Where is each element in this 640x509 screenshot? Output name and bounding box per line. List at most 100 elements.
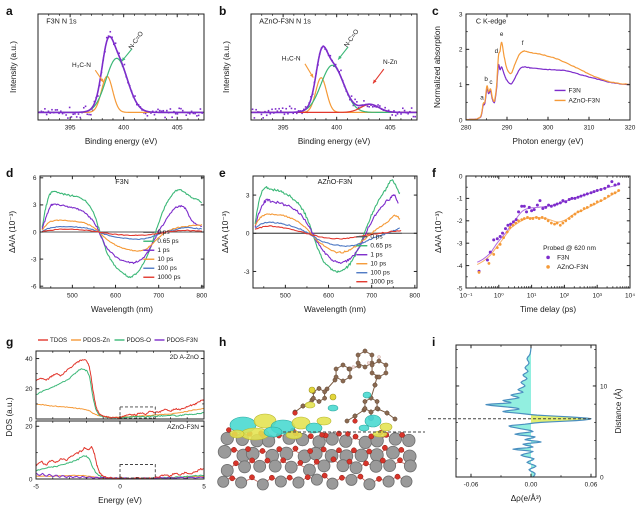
svg-text:AZnO-F3N: AZnO-F3N — [318, 177, 353, 186]
svg-text:Binding energy (eV): Binding energy (eV) — [85, 137, 158, 146]
svg-text:10: 10 — [600, 383, 608, 390]
panel-h-structure — [217, 348, 425, 491]
svg-text:Energy (eV): Energy (eV) — [98, 496, 142, 505]
svg-text:10³: 10³ — [592, 293, 602, 300]
panel-label-f: f — [432, 166, 436, 180]
svg-text:-2: -2 — [457, 218, 463, 225]
svg-text:AZnO-F3N: AZnO-F3N — [167, 424, 199, 431]
svg-text:0.00: 0.00 — [525, 482, 538, 489]
panel-a: a 395 400 405 Binding energy (eV) Intensity (… — [2, 2, 212, 162]
svg-text:-1: -1 — [457, 196, 463, 203]
svg-text:3: 3 — [459, 11, 463, 18]
svg-text:Intensity (a.u.): Intensity (a.u.) — [9, 41, 18, 93]
svg-text:800: 800 — [409, 293, 420, 300]
panel-label-g: g — [6, 335, 14, 349]
svg-text:100 ps: 100 ps — [157, 265, 177, 272]
svg-text:290: 290 — [502, 125, 513, 132]
panel-g: g 0 20 40 DOS (a.u.) 2D A-ZnO TDOS PDOS-Zn PDOS-… — [2, 333, 212, 509]
svg-text:405: 405 — [172, 125, 183, 132]
svg-text:0.06: 0.06 — [585, 482, 598, 489]
svg-text:10 ps: 10 ps — [157, 256, 174, 263]
svg-text:-6: -6 — [31, 283, 37, 290]
svg-text:F3N: F3N — [557, 254, 570, 261]
svg-text:3: 3 — [246, 192, 250, 199]
svg-text:Time delay (ps): Time delay (ps) — [520, 305, 576, 314]
svg-text:-5: -5 — [33, 484, 39, 491]
svg-text:F3N N 1s: F3N N 1s — [46, 17, 77, 26]
svg-text:6: 6 — [33, 175, 37, 182]
panel-b-chart: 395 400 405 Binding energy (eV) Intensity (a… — [222, 13, 418, 146]
svg-text:Wavelength (nm): Wavelength (nm) — [91, 305, 153, 314]
svg-text:10⁻¹: 10⁻¹ — [460, 293, 474, 300]
svg-text:400: 400 — [331, 125, 342, 132]
panel-b: b 395 400 405 Binding energy (eV) Intensity (… — [215, 2, 425, 162]
svg-text:0: 0 — [459, 117, 463, 124]
svg-text:40: 40 — [25, 356, 33, 363]
svg-text:-3: -3 — [457, 241, 463, 248]
svg-text:5: 5 — [202, 484, 206, 491]
svg-text:405: 405 — [385, 125, 396, 132]
svg-text:600: 600 — [110, 293, 121, 300]
svg-text:400: 400 — [118, 125, 129, 132]
svg-text:b: b — [484, 76, 488, 83]
svg-text:H₃C-N: H₃C-N — [282, 56, 301, 63]
svg-text:ΔA/A (10⁻³): ΔA/A (10⁻³) — [8, 211, 17, 253]
svg-text:10 ps: 10 ps — [370, 261, 387, 268]
svg-text:1000 ps: 1000 ps — [370, 279, 394, 286]
panel-f: f 10⁻¹ 10⁰ 10¹ 10² 10³ 10⁴ 0 -1 -2 -3 -4 -5 Time dela… — [428, 164, 638, 332]
svg-text:N-Zn: N-Zn — [383, 59, 398, 66]
panel-i-chart: -0.06 0.00 0.060 10 Δρ(e/Å³) Distance (Å) — [428, 344, 623, 503]
svg-text:20: 20 — [25, 424, 33, 431]
svg-text:0: 0 — [600, 474, 604, 481]
svg-text:-4: -4 — [457, 263, 463, 270]
panel-e-chart: 500 600 700 800 -3 0 3 Wavelength (nm) ΔA/A (10⁻… — [221, 175, 421, 314]
svg-text:1: 1 — [459, 82, 463, 89]
svg-text:N-C=O: N-C=O — [128, 30, 145, 51]
panel-label-h: h — [219, 335, 227, 349]
svg-text:0: 0 — [459, 173, 463, 180]
svg-text:320: 320 — [625, 125, 636, 132]
svg-text:ΔA/A (10⁻³): ΔA/A (10⁻³) — [221, 211, 230, 253]
svg-text:2D A-ZnO: 2D A-ZnO — [170, 354, 199, 361]
svg-text:DOS (a.u.): DOS (a.u.) — [5, 397, 14, 436]
svg-text:100 ps: 100 ps — [370, 270, 390, 277]
panel-h: h — [215, 333, 427, 509]
svg-text:f: f — [522, 40, 524, 47]
svg-text:AZnO-F3N: AZnO-F3N — [569, 97, 601, 104]
panel-c-chart: 280 290 300 310 320 0 1 2 3 Photon energy (eV) Nor… — [433, 11, 636, 146]
svg-text:1 ps: 1 ps — [157, 247, 170, 254]
panel-label-a: a — [6, 4, 13, 18]
svg-text:Intensity (a.u.): Intensity (a.u.) — [222, 41, 231, 93]
svg-text:e: e — [500, 31, 504, 38]
svg-text:AZnO-F3N N 1s: AZnO-F3N N 1s — [259, 17, 311, 26]
svg-text:0: 0 — [246, 231, 250, 238]
svg-text:F3N: F3N — [569, 87, 582, 94]
panel-f-chart: 10⁻¹ 10⁰ 10¹ 10² 10³ 10⁴ 0 -1 -2 -3 -4 -5 Time delay… — [434, 173, 635, 314]
svg-text:0: 0 — [33, 229, 37, 236]
svg-text:Binding energy (eV): Binding energy (eV) — [298, 137, 371, 146]
svg-text:Wavelength (nm): Wavelength (nm) — [304, 305, 366, 314]
svg-text:d: d — [495, 48, 499, 55]
svg-text:TDOS: TDOS — [50, 337, 67, 344]
panel-label-b: b — [219, 4, 227, 18]
panel-label-e: e — [219, 166, 226, 180]
svg-text:N-C=O: N-C=O — [343, 28, 360, 49]
svg-text:PDOS-O: PDOS-O — [127, 337, 152, 344]
svg-text:0: 0 — [29, 476, 33, 483]
svg-text:500: 500 — [67, 293, 78, 300]
svg-text:0: 0 — [29, 416, 33, 423]
svg-text:0 ps: 0 ps — [157, 229, 170, 236]
svg-text:10¹: 10¹ — [527, 293, 537, 300]
panel-e: e 500 600 700 800 -3 0 3 Wavelength (nm) ΔA/A (10… — [215, 164, 425, 332]
svg-text:3: 3 — [33, 202, 37, 209]
panel-label-c: c — [432, 4, 439, 18]
panel-d-chart: 500 600 700 800 -6 -3 0 3 6 Wavelength (nm) ΔA/A (… — [8, 175, 208, 314]
svg-text:-3: -3 — [31, 256, 37, 263]
svg-text:10⁴: 10⁴ — [625, 293, 635, 300]
svg-text:310: 310 — [584, 125, 595, 132]
svg-text:600: 600 — [323, 293, 334, 300]
svg-text:PDOS-Zn: PDOS-Zn — [83, 337, 110, 344]
svg-text:10²: 10² — [560, 293, 570, 300]
